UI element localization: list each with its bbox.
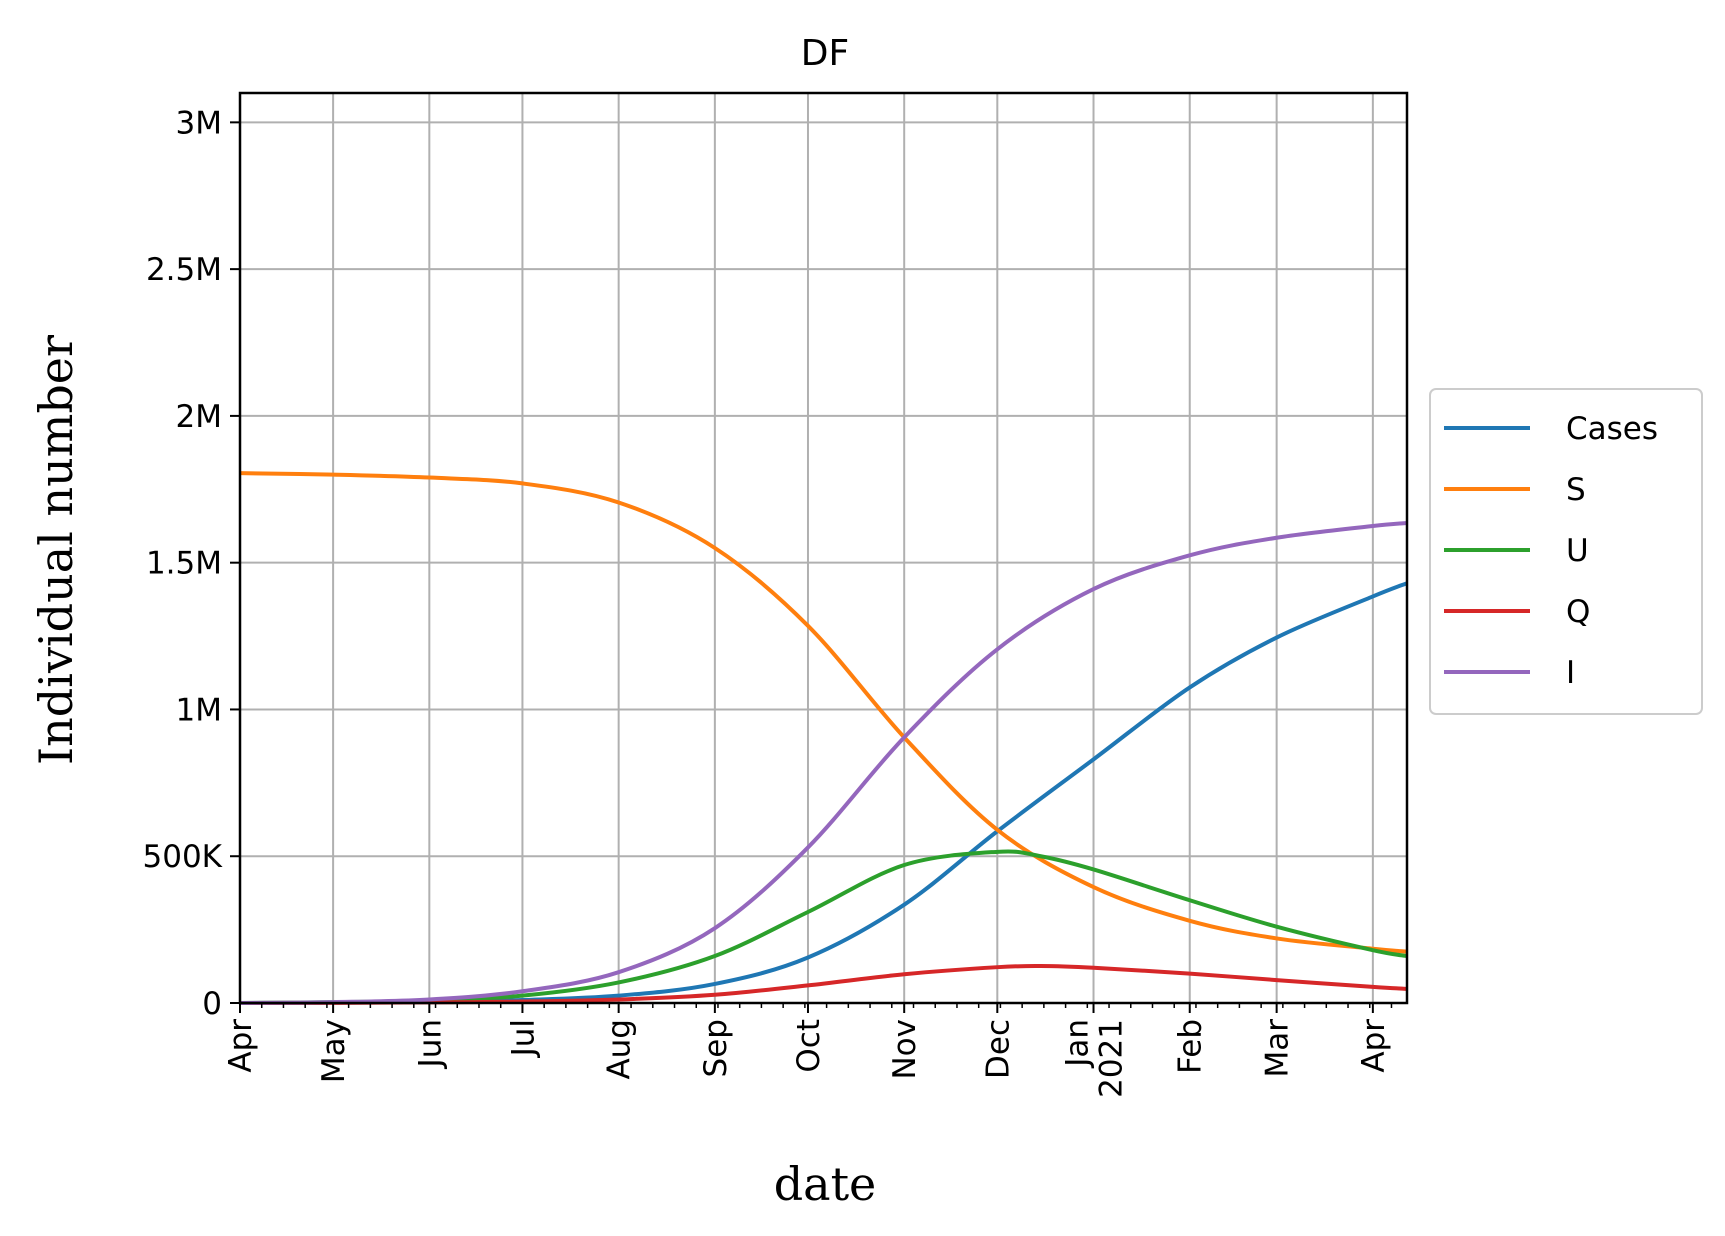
x-tick-label: Nov bbox=[887, 1019, 923, 1080]
x-tick-label: Aug bbox=[602, 1019, 638, 1080]
y-tick-label: 1M bbox=[176, 692, 222, 728]
x-tick-label: Jun bbox=[412, 1019, 448, 1069]
y-tick-label: 500K bbox=[143, 839, 223, 875]
x-tick-label: Jul bbox=[505, 1019, 541, 1058]
y-tick-label: 3M bbox=[176, 105, 222, 141]
series-line-i bbox=[239, 521, 1408, 1005]
x-tick-label: Oct bbox=[791, 1019, 827, 1073]
legend-label: S bbox=[1566, 472, 1586, 508]
x-tick-label: Apr bbox=[1356, 1019, 1392, 1073]
legend-label: Cases bbox=[1566, 411, 1658, 447]
y-axis-label: Individual number bbox=[29, 335, 83, 765]
x-tick-label: Sep bbox=[698, 1019, 734, 1077]
x-tick-label: Mar bbox=[1260, 1019, 1296, 1078]
legend-label: Q bbox=[1566, 594, 1590, 630]
axes: Apr May Jun Jul Aug Sep Oct Nov Dec Jan2021 Feb Mar… bbox=[143, 105, 1393, 1098]
legend-label: I bbox=[1566, 655, 1575, 691]
x-tick-label: Apr bbox=[223, 1019, 259, 1073]
x-tick-label: Feb bbox=[1173, 1019, 1209, 1074]
chart-title: DF bbox=[801, 33, 849, 74]
y-tick-label: 1.5M bbox=[146, 546, 222, 582]
x-tick-label: May bbox=[316, 1019, 352, 1083]
x-axis-label: date bbox=[774, 1157, 877, 1211]
x-tick-label: Jan2021 bbox=[1060, 1019, 1130, 1098]
legend-label: U bbox=[1566, 533, 1589, 569]
y-tick-label: 2.5M bbox=[146, 252, 222, 288]
series-line-s bbox=[239, 471, 1408, 954]
x-tick-label: Dec bbox=[980, 1019, 1016, 1079]
y-tick-label: 0 bbox=[202, 986, 222, 1022]
plot-frame bbox=[238, 91, 1409, 1005]
y-tick-label: 2M bbox=[176, 399, 222, 435]
grid bbox=[239, 93, 1407, 1004]
legend-box bbox=[1429, 388, 1703, 715]
